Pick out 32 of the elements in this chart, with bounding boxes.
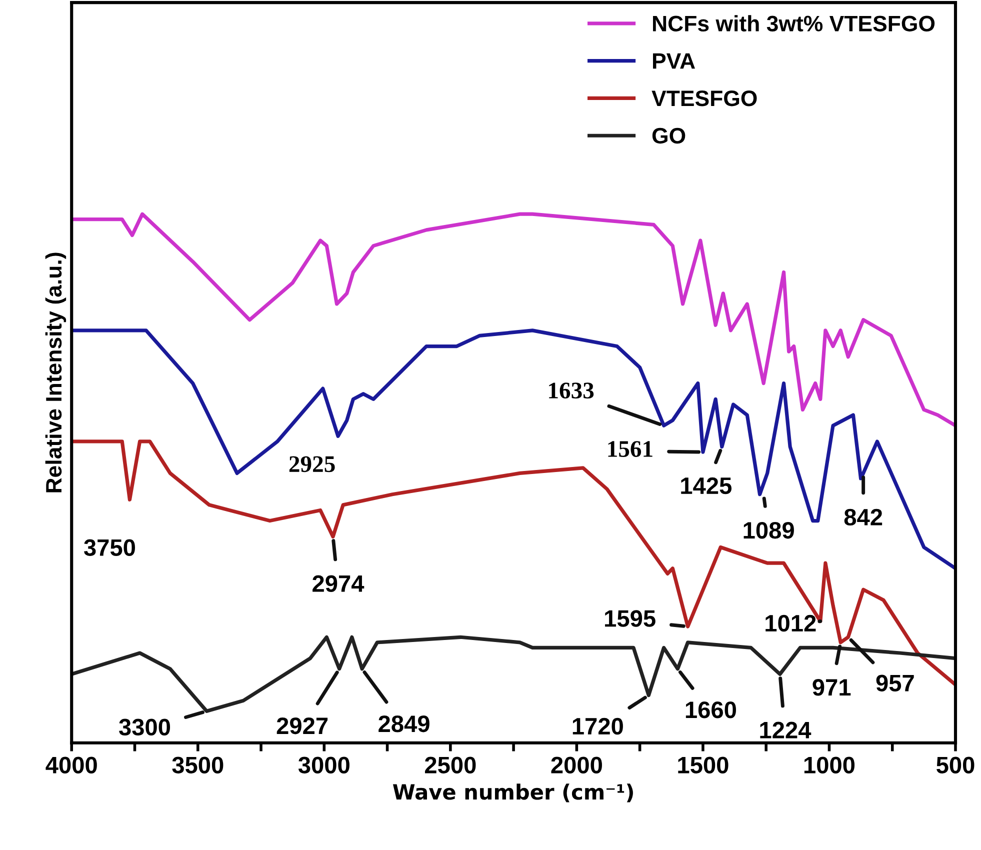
annotation: 2927: [276, 717, 328, 734]
annotation: 3300: [119, 718, 170, 736]
x-tick-label: 1500: [678, 756, 728, 774]
x-tick-label: 500: [936, 756, 974, 774]
x-tick-label: 2500: [424, 756, 476, 774]
legend-label: VTESFGO: [652, 90, 757, 106]
annotation: 1425: [681, 477, 732, 494]
annotation: 1720: [572, 718, 623, 735]
legend-label: NCFs with 3wt% VTESFGO: [653, 15, 935, 32]
annotation: 2974: [312, 575, 364, 592]
annotation: 1089: [744, 522, 794, 539]
y-axis-title: Relative Intensity (a.u.): [45, 252, 66, 492]
annotation: 1595: [605, 610, 656, 627]
annotation: 1660: [686, 701, 736, 718]
x-axis-title: Wave number (cm⁻¹): [392, 784, 633, 802]
annotation: 2849: [378, 715, 430, 732]
annotation: 842: [844, 508, 882, 526]
annotation: 957: [876, 674, 914, 692]
legend-label: GO: [652, 128, 686, 144]
annotation: 3750: [84, 539, 135, 556]
x-tick-label: 3000: [298, 756, 350, 774]
annotation: 2925: [289, 456, 335, 472]
x-tick-label: 2000: [551, 756, 602, 774]
x-tick-label: 1000: [804, 756, 855, 774]
x-tick-label: 3500: [172, 756, 224, 774]
annotation: 1012: [766, 614, 816, 632]
annotation: 1633: [549, 382, 594, 399]
annotation: 1224: [760, 722, 812, 738]
x-tick-label: 4000: [46, 756, 97, 774]
annotation: 1561: [608, 441, 652, 457]
annotation: 971: [812, 679, 851, 696]
legend-label: PVA: [653, 53, 695, 69]
